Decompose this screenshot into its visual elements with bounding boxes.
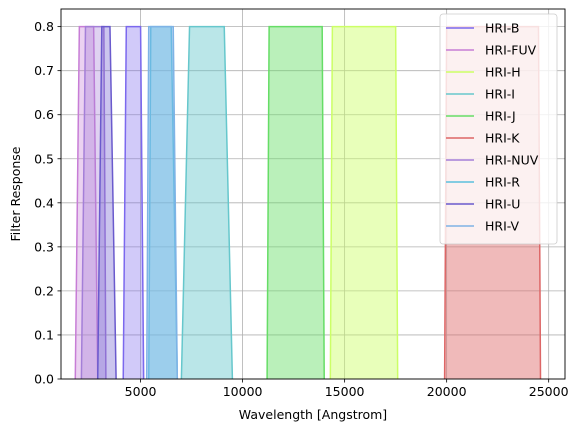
legend-item: HRI-J xyxy=(446,109,516,124)
series-fill xyxy=(123,26,144,380)
legend-label: HRI-NUV xyxy=(485,153,539,168)
x-tick-label: 20000 xyxy=(427,384,467,399)
series-hri-i xyxy=(180,25,234,380)
y-tick-label: 0.8 xyxy=(34,19,54,34)
legend-label: HRI-H xyxy=(485,65,521,80)
series-fill xyxy=(81,26,106,380)
series-line xyxy=(329,25,399,380)
legend-item: HRI-H xyxy=(446,65,521,80)
series-line xyxy=(145,25,179,380)
legend-item: HRI-NUV xyxy=(446,153,539,168)
legend: HRI-B HRI-FUV HRI-H HRI-I HRI-J HRI-K HRI-NUV H… xyxy=(439,13,558,245)
series-fill xyxy=(181,26,233,380)
series-fill xyxy=(75,26,98,380)
legend-item: HRI-R xyxy=(446,175,520,190)
series-hri-j xyxy=(266,25,325,380)
legend-label: HRI-U xyxy=(485,197,520,212)
x-axis-label: Wavelength [Angstrom] xyxy=(239,407,387,422)
x-tick-label: 10000 xyxy=(223,384,263,399)
series-fill xyxy=(148,26,178,380)
legend-label: HRI-I xyxy=(485,87,515,102)
legend-label: HRI-B xyxy=(485,21,519,36)
tick-layer: 5000 10000 15000 20000 25000 0.0 0.1 0.2 0.3 0.4 0… xyxy=(34,19,568,399)
legend-item: HRI-I xyxy=(446,87,515,102)
legend-item: HRI-FUV xyxy=(446,43,537,58)
series-line xyxy=(180,25,234,380)
legend-item: HRI-V xyxy=(446,219,520,234)
legend-item: HRI-K xyxy=(446,131,520,146)
plot-frame xyxy=(60,8,566,380)
series-fill xyxy=(267,26,325,380)
y-axis-label: Filter Response xyxy=(8,146,23,241)
y-tick-label: 0.7 xyxy=(34,63,54,78)
series-hri-v xyxy=(145,25,179,380)
series-hri-b xyxy=(122,25,145,380)
series-fill xyxy=(146,26,178,380)
legend-label: HRI-FUV xyxy=(485,43,537,58)
legend-label: HRI-K xyxy=(485,131,520,146)
y-tick-label: 0.6 xyxy=(34,107,54,122)
legend-label: HRI-R xyxy=(485,175,520,190)
legend-label: HRI-J xyxy=(485,109,516,124)
y-tick-label: 0.2 xyxy=(34,283,54,298)
series-hri-nuv xyxy=(80,25,107,380)
y-tick-label: 0.4 xyxy=(34,195,54,210)
legend-label: HRI-V xyxy=(485,219,520,234)
x-tick-label: 15000 xyxy=(325,384,365,399)
series-hri-u xyxy=(96,25,117,380)
series-line xyxy=(122,25,145,380)
y-tick-label: 0.5 xyxy=(34,151,54,166)
series-fill xyxy=(330,26,398,380)
series-hri-h xyxy=(329,25,399,380)
y-tick-label: 0.1 xyxy=(34,327,54,342)
series-line xyxy=(80,25,107,380)
y-tick-label: 0.0 xyxy=(34,372,54,387)
x-tick-label: 5000 xyxy=(125,384,157,399)
legend-item: HRI-B xyxy=(446,21,519,36)
y-tick-label: 0.3 xyxy=(34,239,54,254)
series-line xyxy=(266,25,325,380)
legend-item: HRI-U xyxy=(446,197,520,212)
series-line xyxy=(96,25,117,380)
x-tick-label: 25000 xyxy=(529,384,569,399)
